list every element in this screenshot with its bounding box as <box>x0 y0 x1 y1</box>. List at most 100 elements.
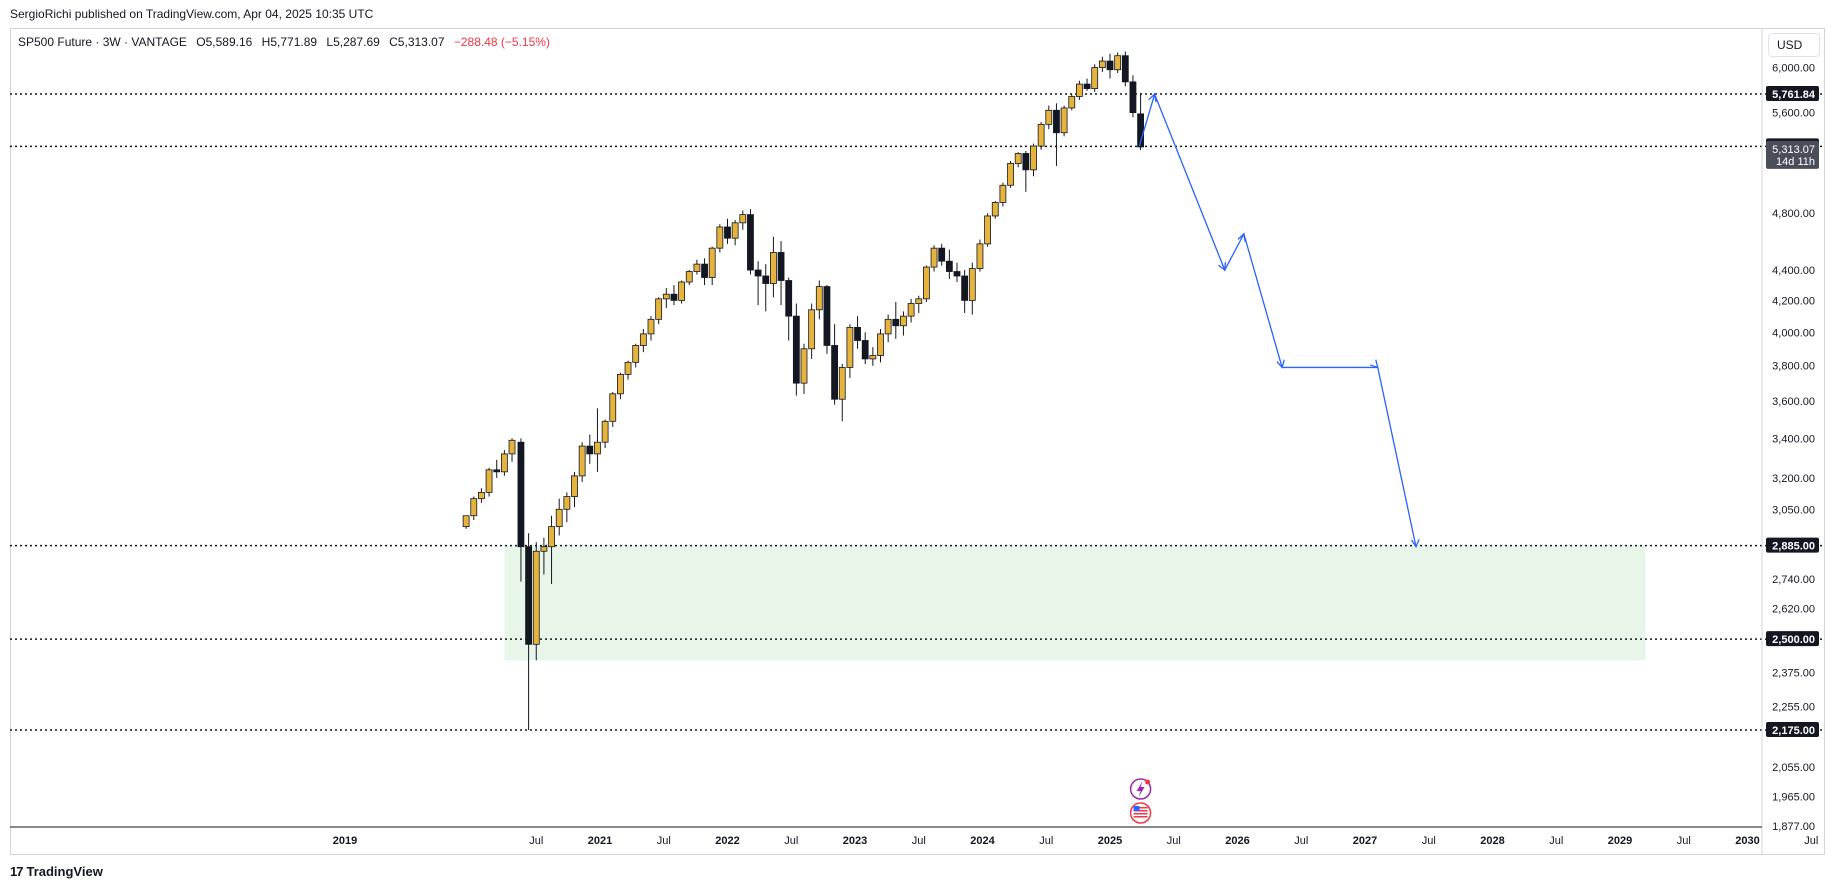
candle <box>701 258 708 286</box>
candle <box>869 347 877 366</box>
x-tick-label: Jul <box>1422 835 1436 847</box>
candle-body-up <box>968 268 976 301</box>
chart-frame <box>10 28 1825 855</box>
tradingview-logo[interactable]: 17 TradingView <box>10 864 103 879</box>
candle-body-up <box>685 271 693 283</box>
candle <box>1068 94 1076 111</box>
candle-body-down <box>823 286 831 346</box>
candle-body-down <box>953 271 961 277</box>
candle-body-up <box>991 202 999 217</box>
candle-body-down <box>1106 60 1114 71</box>
candle <box>1022 151 1030 192</box>
candle <box>508 438 516 462</box>
candle <box>777 241 785 306</box>
candle <box>731 220 739 246</box>
tradingview-brand-text: TradingView <box>26 864 103 879</box>
candle-body-up <box>900 315 907 327</box>
y-tick-label: 6,000.00 <box>1772 63 1815 75</box>
candle <box>991 201 999 219</box>
y-tick-label: 4,000.00 <box>1772 327 1815 339</box>
us-flag-stripe <box>1133 807 1148 809</box>
symbol-legend: SP500 Future · 3W · VANTAGE O5,589.16 H5… <box>18 35 556 49</box>
candle-body-up <box>578 445 586 477</box>
candle-body-down <box>517 441 525 548</box>
us-flag-event-icon[interactable] <box>1129 802 1152 824</box>
y-tick-label: 2,620.00 <box>1772 603 1815 615</box>
candle-body-up <box>1007 163 1014 186</box>
candle-body-down <box>961 275 969 301</box>
candle <box>617 372 624 400</box>
candle-body-down <box>493 469 501 473</box>
candle-body-down <box>1129 81 1137 113</box>
candle <box>854 316 861 349</box>
candle <box>548 515 555 585</box>
lightning-event-icon[interactable] <box>1129 778 1152 800</box>
candle <box>785 277 793 341</box>
x-tick-label: Jul <box>1549 835 1563 847</box>
candle-body-up <box>1076 83 1083 97</box>
level-price-tag: 2,175.00 <box>1766 722 1819 737</box>
candle-body-up <box>1014 153 1022 164</box>
symbol-name[interactable]: SP500 Future · 3W · VANTAGE <box>18 35 187 49</box>
candle-body-up <box>984 215 991 245</box>
ohlc-close: C5,313.07 <box>389 35 445 49</box>
candle <box>770 236 777 298</box>
us-flag-stripe <box>1133 813 1148 815</box>
candle-body-up <box>639 333 647 346</box>
candle <box>670 285 678 306</box>
candle <box>724 218 731 244</box>
projection-arrowhead <box>1148 92 1157 103</box>
candle-body-up <box>662 293 670 300</box>
projection-path[interactable] <box>1138 92 1417 547</box>
support-zone[interactable] <box>504 545 1646 661</box>
candle-body-down <box>777 252 785 281</box>
candle <box>976 239 984 272</box>
x-tick-label: Jul <box>784 835 798 847</box>
projection-arrowhead <box>1218 262 1227 272</box>
candle <box>961 270 969 313</box>
level-price-tag-bg <box>1766 537 1819 553</box>
tradingview-logo-mark: 17 <box>10 864 24 879</box>
candle <box>831 324 838 405</box>
x-tick-label: 2021 <box>588 835 612 847</box>
x-tick-label: Jul <box>1677 835 1691 847</box>
level-price-tag-text: 2,500.00 <box>1772 634 1815 646</box>
current-price-tag-bg <box>1766 140 1819 169</box>
candle <box>525 533 532 730</box>
y-tick-label: 4,200.00 <box>1772 295 1815 307</box>
candle <box>571 471 578 508</box>
y-tick-label: 3,200.00 <box>1772 473 1815 485</box>
candle-body-up <box>655 298 663 320</box>
x-tick-label: Jul <box>1039 835 1053 847</box>
candle <box>517 438 525 582</box>
candle-body-down <box>747 214 754 271</box>
candle-body-up <box>915 298 923 304</box>
candle <box>500 449 508 476</box>
candle <box>1060 105 1068 137</box>
x-tick-label: 2025 <box>1098 835 1122 847</box>
candle <box>624 360 632 380</box>
candle-body-up <box>555 508 563 528</box>
candle <box>808 303 816 359</box>
candle-body-up <box>563 496 571 510</box>
candle-body-up <box>678 281 685 301</box>
level-price-tag-bg <box>1766 631 1819 647</box>
candle <box>877 329 884 363</box>
currency-button[interactable]: USD <box>1768 33 1820 57</box>
candle-body-up <box>609 393 617 422</box>
level-price-tag-bg <box>1766 86 1819 101</box>
candle <box>693 259 701 275</box>
current-price-tag-text: 5,313.07 <box>1772 144 1815 156</box>
candle-body-down <box>831 345 838 400</box>
candle <box>555 498 563 536</box>
candle-body-up <box>693 263 701 272</box>
candle-body-up <box>838 367 846 400</box>
y-tick-label: 3,050.00 <box>1772 504 1815 516</box>
x-tick-label: Jul <box>657 835 671 847</box>
candle <box>1083 78 1091 91</box>
candle <box>532 542 540 661</box>
y-tick-label: 3,600.00 <box>1772 396 1815 408</box>
candle-body-down <box>670 293 678 301</box>
level-price-tag: 5,761.84 <box>1766 86 1819 101</box>
